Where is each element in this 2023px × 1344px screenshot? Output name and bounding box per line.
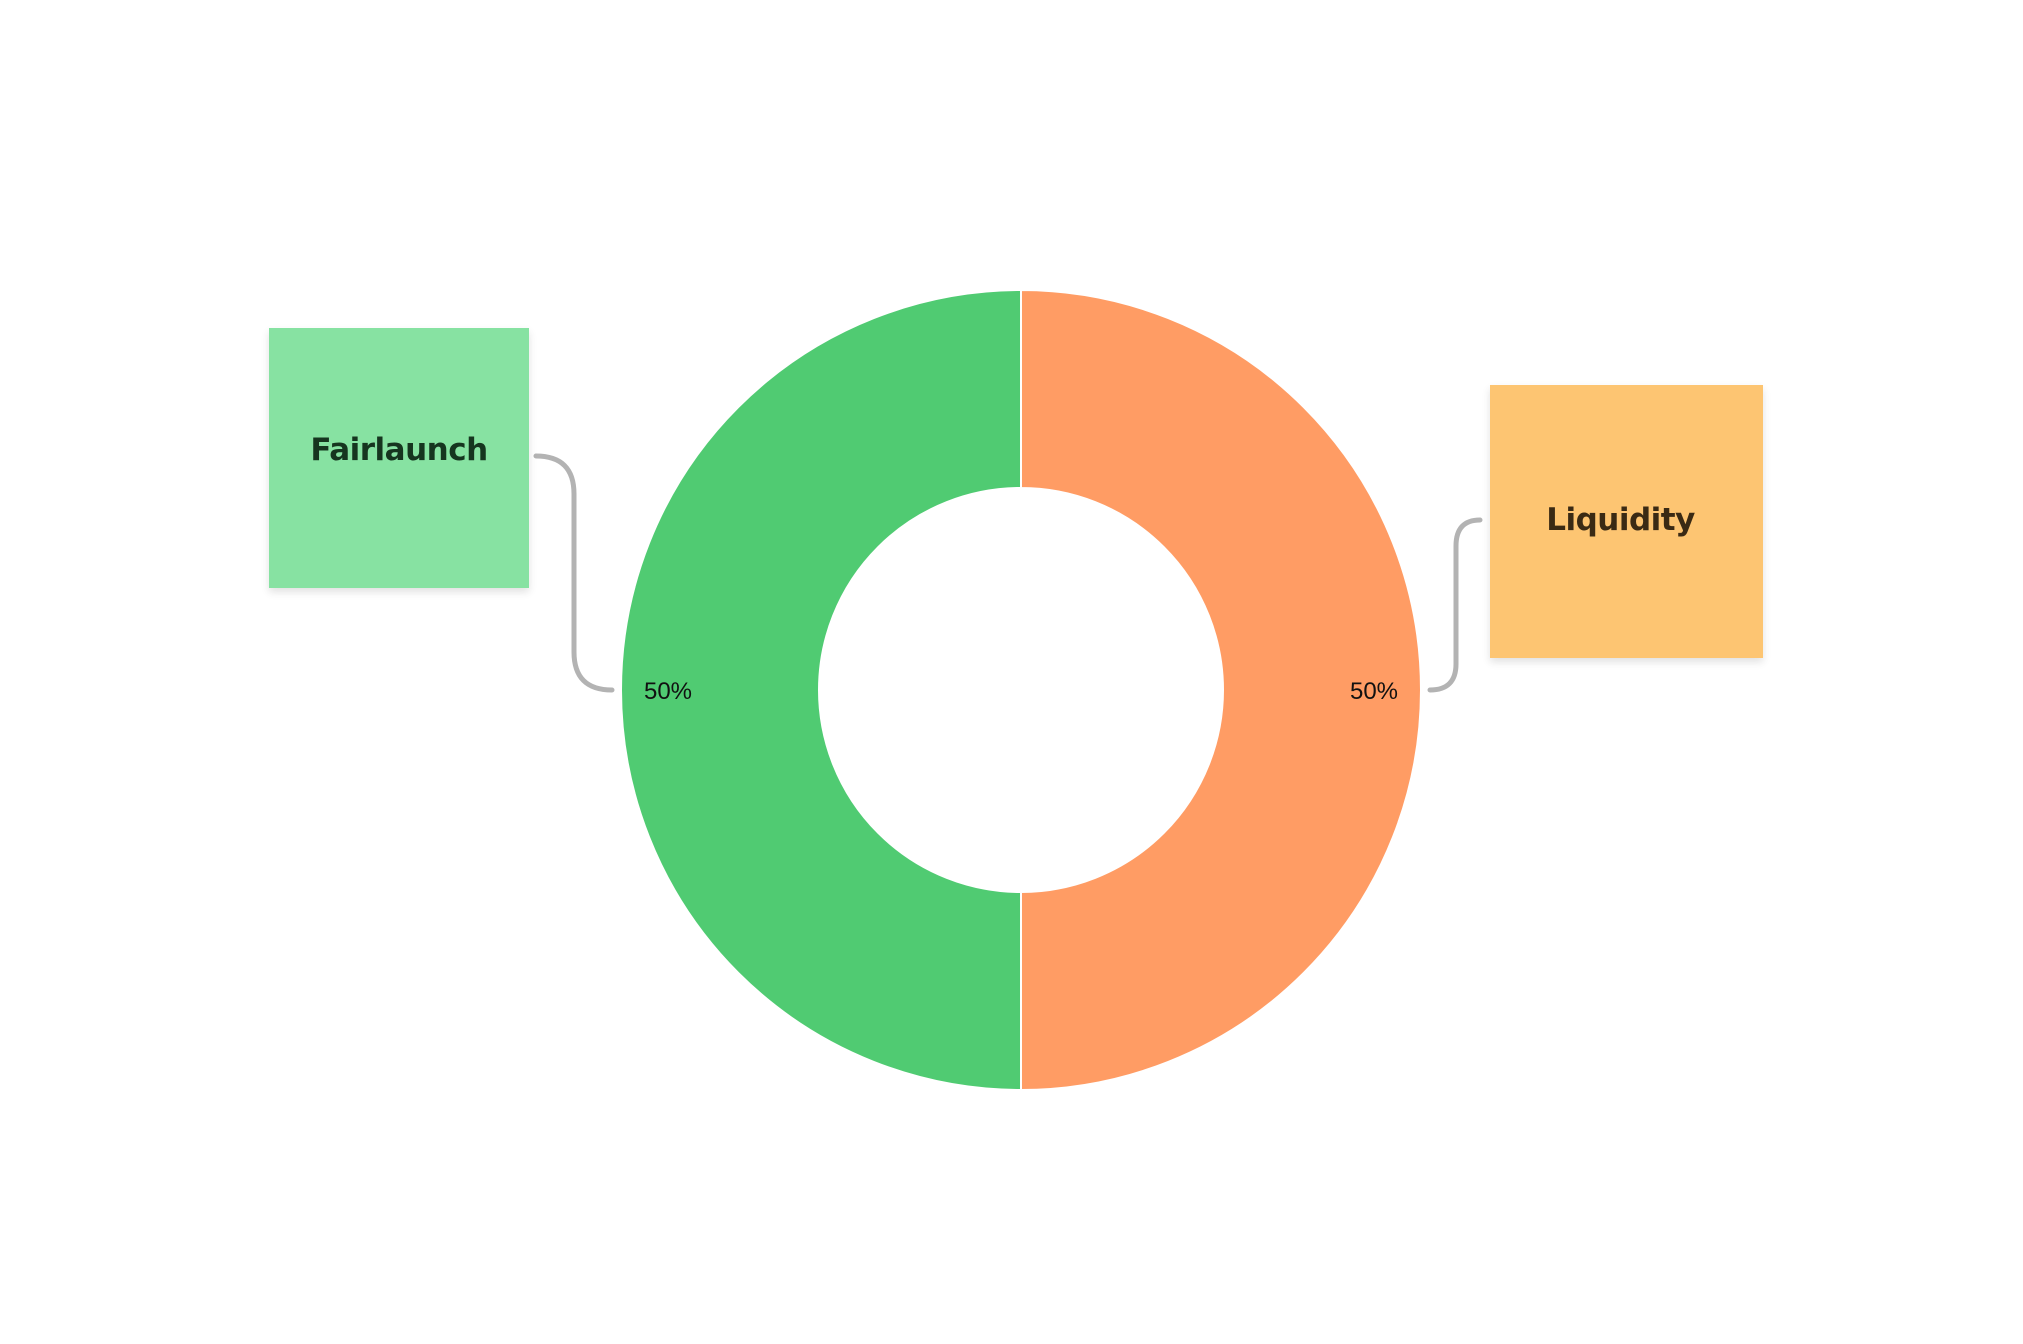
callout-connectors [533,453,1483,693]
connector-liquidity [1427,517,1483,693]
slice-fairlaunch [620,288,1022,1092]
callout-fairlaunch: Fairlaunch [269,328,529,588]
slice-liquidity [1020,288,1422,1092]
callout-liquidity: Liquidity [1490,385,1763,658]
chart-slices [620,288,1422,1092]
value-label-liquidity: 50% [1350,678,1398,705]
connector-fairlaunch [533,453,615,693]
value-label-fairlaunch: 50% [644,678,692,705]
callout-label-liquidity: Liquidity [1546,501,1695,538]
callout-label-fairlaunch: Fairlaunch [310,432,488,468]
value-labels: 50% 50% [644,678,1398,705]
